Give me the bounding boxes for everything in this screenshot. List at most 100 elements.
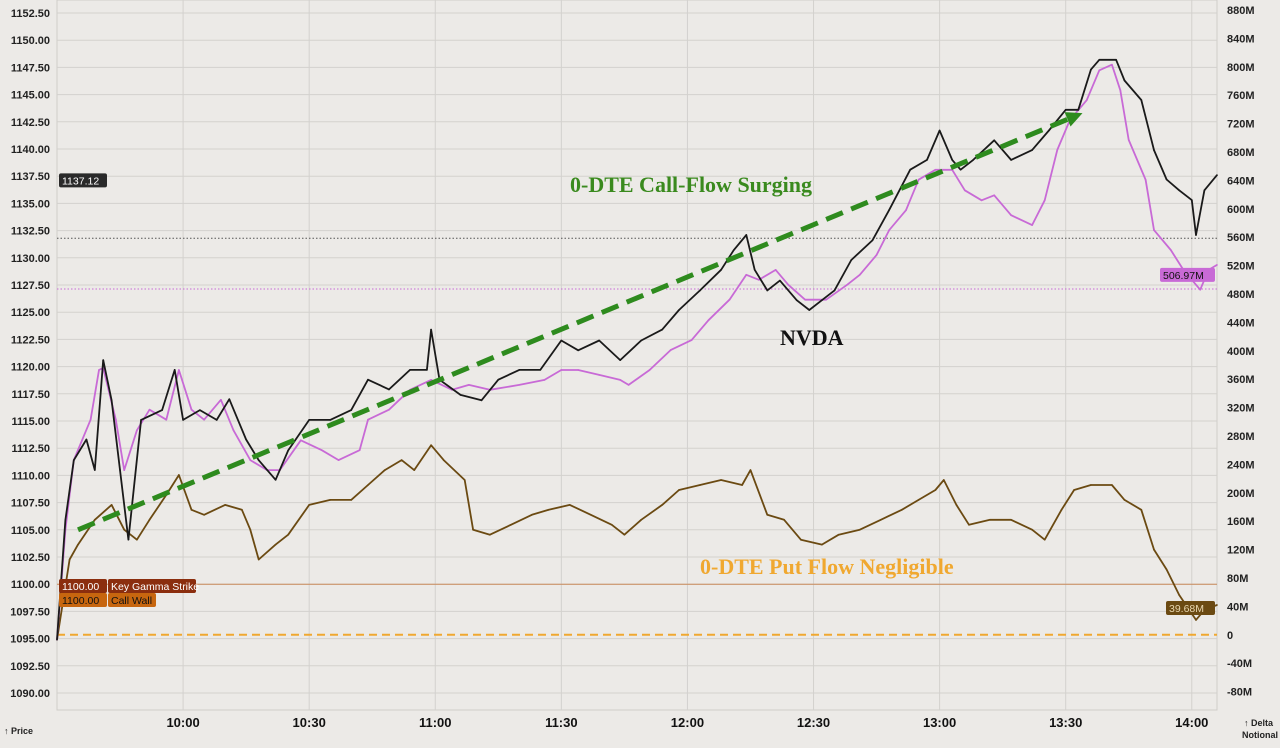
data-point xyxy=(241,509,243,511)
data-point xyxy=(707,319,710,322)
data-point xyxy=(808,309,811,311)
data-point xyxy=(110,399,113,402)
data-point xyxy=(1153,229,1155,231)
data-point xyxy=(308,504,310,506)
data-point xyxy=(148,518,151,521)
data-point xyxy=(1140,509,1143,511)
data-point xyxy=(388,388,390,391)
y-right-tick-label: 80M xyxy=(1227,573,1248,585)
key-gamma-label-tag: Key Gamma Strike xyxy=(111,581,199,593)
data-point xyxy=(1077,109,1080,111)
data-point xyxy=(1165,568,1168,571)
data-point xyxy=(85,438,88,441)
data-point xyxy=(329,499,331,501)
data-point xyxy=(1123,79,1126,82)
data-point xyxy=(257,459,260,461)
data-point xyxy=(1090,68,1092,71)
y-left-tick-label: 1095.00 xyxy=(10,634,50,646)
data-point xyxy=(905,209,907,212)
data-point xyxy=(115,418,117,421)
data-point xyxy=(766,514,769,516)
y-right-tick-label: 440M xyxy=(1227,317,1255,329)
last-price-tag: 1137.12 xyxy=(62,175,99,187)
data-point xyxy=(1056,149,1059,151)
data-point xyxy=(413,469,416,471)
y-left-tick-label: 1142.50 xyxy=(11,117,50,129)
data-point xyxy=(993,139,996,142)
data-point xyxy=(993,194,996,197)
data-point xyxy=(640,339,643,342)
data-point xyxy=(94,518,96,521)
data-point xyxy=(1178,189,1180,192)
series-line-0-dte-put-delta xyxy=(56,444,1218,640)
data-point xyxy=(943,479,945,481)
data-point xyxy=(640,518,643,521)
data-point xyxy=(741,484,743,486)
data-point xyxy=(472,528,474,531)
data-point xyxy=(1127,139,1130,141)
data-point xyxy=(1111,484,1113,486)
data-point xyxy=(442,459,445,461)
data-point xyxy=(77,543,79,546)
data-point xyxy=(619,359,621,361)
data-point xyxy=(459,394,462,396)
data-point xyxy=(215,419,218,421)
data-point xyxy=(720,479,722,481)
y-right-tick-label: 360M xyxy=(1227,374,1255,386)
data-point xyxy=(833,289,836,292)
data-point xyxy=(753,268,756,271)
y-right-tick-label: 600M xyxy=(1227,204,1255,216)
data-point xyxy=(858,274,861,276)
y-right-tick-label: 720M xyxy=(1227,119,1255,131)
data-point xyxy=(577,369,579,371)
data-point xyxy=(804,298,806,301)
data-point xyxy=(308,419,310,421)
data-point xyxy=(745,274,748,276)
data-point xyxy=(720,268,722,271)
data-point xyxy=(274,543,277,546)
y-left-tick-label: 1140.00 xyxy=(11,144,50,156)
data-point xyxy=(518,384,521,386)
call-wall-value-tag: 1100.00 xyxy=(62,595,99,607)
annotation-call-flow: 0-DTE Call-Flow Surging xyxy=(570,172,812,197)
data-point xyxy=(1195,619,1197,621)
x-tick-label: 11:00 xyxy=(419,715,452,730)
data-point xyxy=(589,514,592,516)
data-point xyxy=(1064,109,1067,111)
data-point xyxy=(888,229,890,231)
y-right-tick-label: -80M xyxy=(1227,687,1252,699)
data-point xyxy=(178,369,180,371)
data-point xyxy=(178,474,180,476)
data-point xyxy=(329,419,331,421)
y-right-tick-label: 520M xyxy=(1227,261,1255,273)
data-point xyxy=(900,509,903,511)
data-point xyxy=(1190,199,1193,201)
y-left-tick-label: 1097.50 xyxy=(10,606,50,618)
data-point xyxy=(938,129,941,132)
data-point xyxy=(989,518,991,521)
call-wall-label-tag: Call Wall xyxy=(111,595,152,607)
data-point xyxy=(560,339,563,342)
data-point xyxy=(1010,214,1012,216)
data-point xyxy=(934,489,937,491)
data-point xyxy=(1010,159,1012,161)
put-delta-last-tag: 39.68M xyxy=(1169,603,1204,615)
data-point xyxy=(678,309,680,311)
data-point xyxy=(274,478,277,481)
data-point xyxy=(1111,63,1113,66)
data-point xyxy=(1144,178,1147,181)
data-point xyxy=(367,418,369,421)
data-point xyxy=(1123,499,1126,501)
data-point xyxy=(972,159,975,161)
data-point xyxy=(875,254,878,256)
data-point xyxy=(888,209,890,211)
data-point xyxy=(148,408,151,411)
data-point xyxy=(127,538,130,541)
x-tick-label: 13:30 xyxy=(1049,715,1082,730)
data-point xyxy=(560,369,563,371)
data-point xyxy=(871,239,874,242)
data-point xyxy=(1031,149,1033,151)
y-right-axis-label: Notional xyxy=(1242,730,1278,740)
